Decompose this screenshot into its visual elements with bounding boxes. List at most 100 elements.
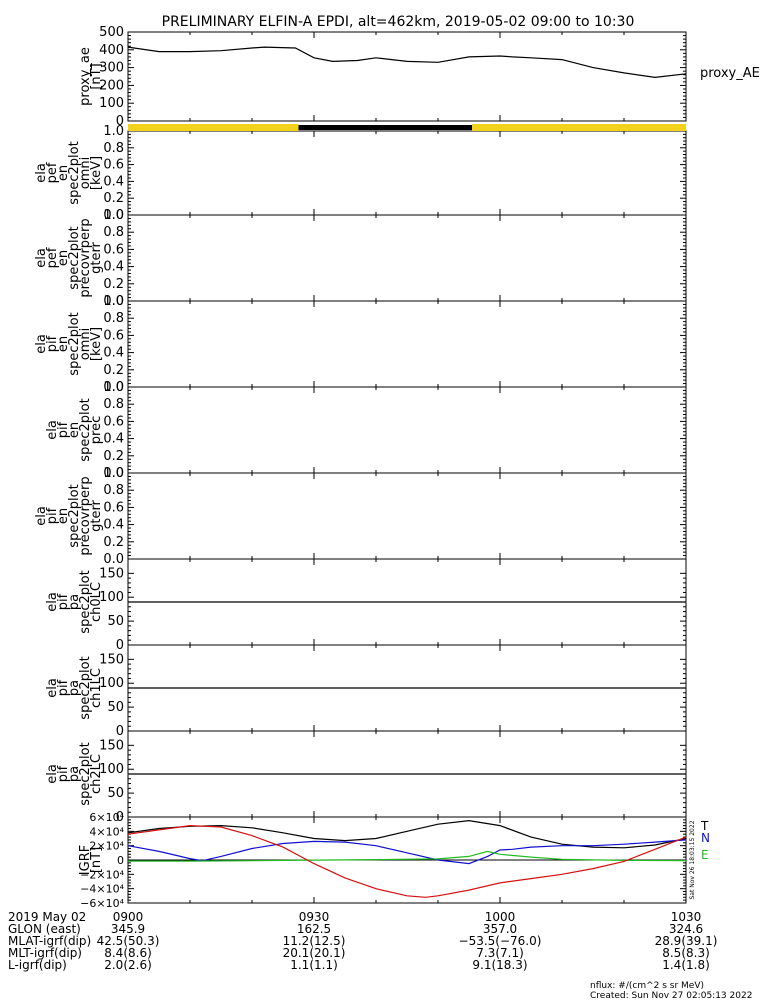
y-axis-label: pif: [45, 507, 60, 524]
y-tick-label: 100: [99, 96, 124, 111]
footer-value: 0930: [299, 910, 330, 924]
panel-frame: [127, 31, 687, 122]
y-tick-label: 0.8: [103, 397, 124, 412]
y-axis-label: ela: [34, 506, 49, 526]
y-axis-label: pef: [45, 162, 60, 183]
y-tick-label: 1.0: [103, 380, 124, 395]
y-axis-label: pif: [56, 679, 71, 696]
series-igrf-t: [127, 819, 687, 849]
footer-value: 1030: [671, 910, 702, 924]
y-axis-label: omni: [78, 328, 93, 360]
y-tick-label: 100: [99, 762, 124, 777]
y-tick-label: 0.2: [103, 277, 124, 292]
y-axis-label: [nT]: [89, 63, 104, 89]
y-axis-label: gterr: [89, 499, 104, 531]
legend-igrf-n: N: [701, 831, 710, 845]
footer-value: 162.5: [297, 922, 331, 936]
legend-igrf-t: T: [700, 819, 709, 833]
footer-value: −53.5(−76.0): [459, 934, 542, 948]
y-tick-label: 0: [116, 724, 124, 739]
y-tick-label: 100: [99, 590, 124, 605]
y-axis-label: spec2plot: [78, 742, 93, 805]
y-tick-label: 0.4: [103, 518, 124, 533]
y-axis-label: precovrperp: [78, 476, 93, 555]
footer-value: 1000: [485, 910, 516, 924]
y-axis-label: spec2plot: [78, 656, 93, 719]
panel-ela_pif_precovrperp: 0.0 0.2 0.4 0.6 0.8 1.0 elapifenspec2plotpreco…: [34, 466, 687, 567]
footer-value: 9.1(18.3): [472, 958, 527, 972]
legend-igrf-e: E: [701, 848, 709, 862]
y-axis-label: ela: [45, 764, 60, 784]
panel-frame: [127, 472, 687, 560]
y-axis-label: en: [56, 508, 71, 524]
y-tick-label: 0.8: [103, 311, 124, 326]
footer-value: 2.0(2.6): [104, 958, 152, 972]
panel-frame: [127, 214, 687, 302]
footer-value: 8.4(8.6): [104, 946, 152, 960]
y-tick-label: 50: [107, 614, 124, 629]
y-axis-label: en: [67, 422, 82, 438]
y-axis-label: precovrperp: [78, 218, 93, 297]
y-axis-label: [keV]: [89, 156, 104, 190]
y-tick-label: 0: [117, 854, 124, 867]
y-tick-label: 0.4: [103, 432, 124, 447]
y-tick-label: 0.6: [103, 158, 124, 173]
y-tick-label: 50: [107, 786, 124, 801]
panel-proxy_ae: 0 100 200 300 400 500 proxy_ae[nT] proxy_AE: [78, 25, 760, 129]
y-tick-label: 0.6: [103, 500, 124, 515]
y-tick-label: 2×10⁴: [89, 840, 124, 853]
footer-value: 28.9(39.1): [655, 934, 718, 948]
y-axis-label: gterr: [89, 241, 104, 273]
y-tick-label: 0.6: [103, 414, 124, 429]
y-axis-label: spec2plot: [67, 226, 82, 289]
y-tick-label: 0.2: [103, 363, 124, 378]
panel-frame: [127, 300, 687, 388]
y-tick-label: 0: [116, 638, 124, 653]
footer-value: 11.2(12.5): [283, 934, 346, 948]
series-igrf-e: [128, 850, 687, 862]
footer-value: 0900: [113, 910, 144, 924]
y-tick-label: 0.0: [103, 294, 124, 309]
footer-value: 42.5(50.3): [97, 934, 160, 948]
y-axis-label: pif: [45, 335, 60, 352]
y-axis-label: ch2LC: [89, 754, 104, 794]
series-igrf-n: [127, 839, 687, 865]
y-tick-label: 0.2: [103, 535, 124, 550]
created-timestamp: Created: Sun Nov 27 02:05:13 2022: [590, 991, 752, 1000]
y-axis-label: ela: [34, 248, 49, 268]
y-tick-label: 0.8: [103, 483, 124, 498]
y-tick-label: 0.0: [103, 380, 124, 395]
y-axis-label: prec: [89, 416, 104, 444]
y-axis-label: spec2plot: [67, 141, 82, 204]
y-axis-label: ch1LC: [89, 668, 104, 708]
y-tick-label: 0.2: [103, 449, 124, 464]
y-tick-label: 1.0: [103, 466, 124, 481]
y-tick-label: −2×10⁴: [80, 868, 124, 881]
y-axis-label: en: [56, 250, 71, 266]
series-igrf-magnitude: [127, 824, 687, 898]
y-axis-label: pa: [67, 680, 82, 696]
y-axis-label: ela: [45, 420, 60, 440]
y-tick-label: 0.4: [103, 260, 124, 275]
y-tick-label: 50: [107, 700, 124, 715]
flag-segment-yellow: [472, 124, 686, 131]
y-axis-label: [keV]: [89, 327, 104, 361]
y-tick-label: 150: [99, 738, 124, 753]
y-axis-label: spec2plot: [78, 398, 93, 461]
y-tick-label: 0.4: [103, 346, 124, 361]
footer-value: 1.1(1.1): [290, 958, 338, 972]
footer-value: 8.5(8.3): [662, 946, 710, 960]
figure-title: PRELIMINARY ELFIN-A EPDI, alt=462km, 201…: [162, 14, 635, 30]
flag-segment-black: [298, 125, 473, 130]
y-axis-label: pif: [56, 765, 71, 782]
y-axis-label: pa: [67, 594, 82, 610]
footer-value: 357.0: [483, 922, 517, 936]
panel-ela_pef_omni: 0.0 0.2 0.40.6 0.8 1.0 elapefenspec2plotomni[…: [34, 124, 687, 223]
footer-row-label: L-igrf(dip): [8, 958, 67, 972]
y-axis-label: ela: [34, 163, 49, 183]
y-tick-label: 1.0: [103, 124, 124, 139]
footer-row-label: MLT-igrf(dip): [8, 946, 82, 960]
